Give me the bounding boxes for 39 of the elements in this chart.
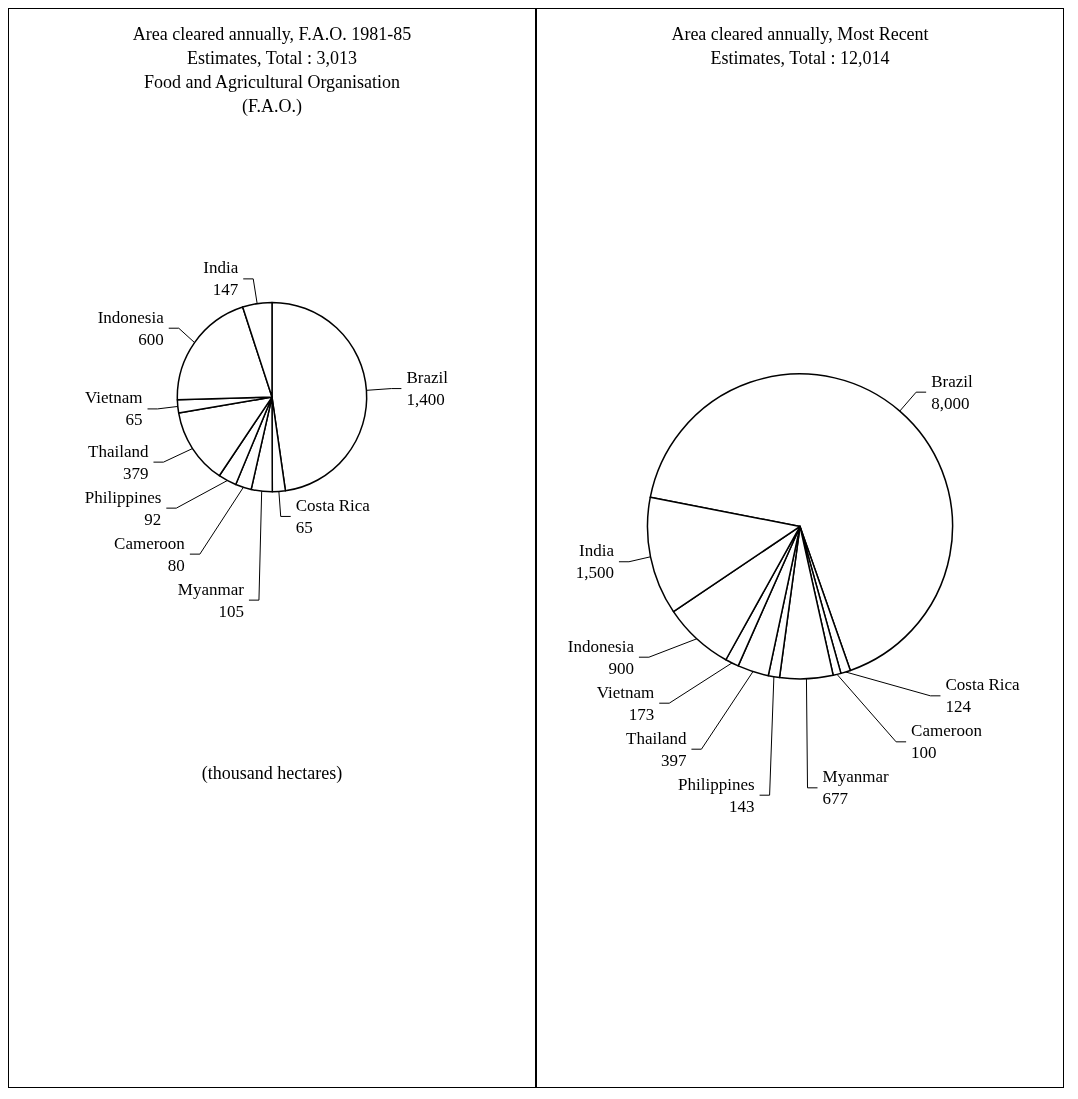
slice-label: Vietnam (84, 388, 143, 408)
data-label: 8,000 (931, 393, 970, 413)
data-label: 124 (945, 697, 972, 717)
data-label: 65 (295, 517, 313, 537)
slice-label: Indonesia (567, 636, 635, 656)
chart-title: Area cleared annually, Most Recent Estimates, Total : 12,014 (671, 24, 929, 68)
data-label: 143 (729, 796, 755, 816)
slice-label: Cameroon (911, 721, 983, 741)
slice-label: Brazil (406, 368, 449, 388)
data-label: 105 (218, 601, 244, 621)
data-label: 80 (167, 555, 185, 575)
slice-label: Thailand (88, 441, 149, 461)
slice-label: Costa Rica (295, 495, 371, 515)
slice-label: Vietnam (596, 682, 655, 702)
data-label: 379 (122, 463, 149, 483)
slice-label: Costa Rica (945, 675, 1021, 695)
data-label: 397 (660, 750, 687, 770)
data-label: 92 (144, 509, 162, 529)
data-label: 1,400 (406, 390, 445, 410)
slice-label: Myanmar (177, 579, 245, 599)
slice-label: Philippines (678, 774, 755, 794)
data-label: 1,500 (575, 563, 614, 583)
data-label: 100 (911, 743, 937, 763)
slice-label: Myanmar (822, 767, 889, 787)
chart-title: Area cleared annually, F.A.O. 1981-85 Estimates, Total : 3,013 Food and Agricultural Organisation (F.A.O.) (132, 24, 412, 117)
data-label: 677 (822, 789, 849, 809)
data-label: 173 (628, 704, 655, 724)
data-label: 147 (212, 280, 239, 300)
slice-label: Brazil (931, 371, 973, 391)
slice-label: India (203, 258, 239, 278)
slice-label: Indonesia (97, 307, 165, 327)
slice-label: Cameroon (114, 533, 186, 553)
data-label: 65 (125, 410, 143, 430)
data-label: 600 (138, 329, 164, 349)
slice-label: India (579, 541, 615, 561)
data-label: 900 (608, 658, 634, 678)
slice-label: Thailand (626, 728, 687, 748)
text: (thousand hectares) (201, 763, 343, 784)
slice-label: Philippines (84, 487, 162, 507)
